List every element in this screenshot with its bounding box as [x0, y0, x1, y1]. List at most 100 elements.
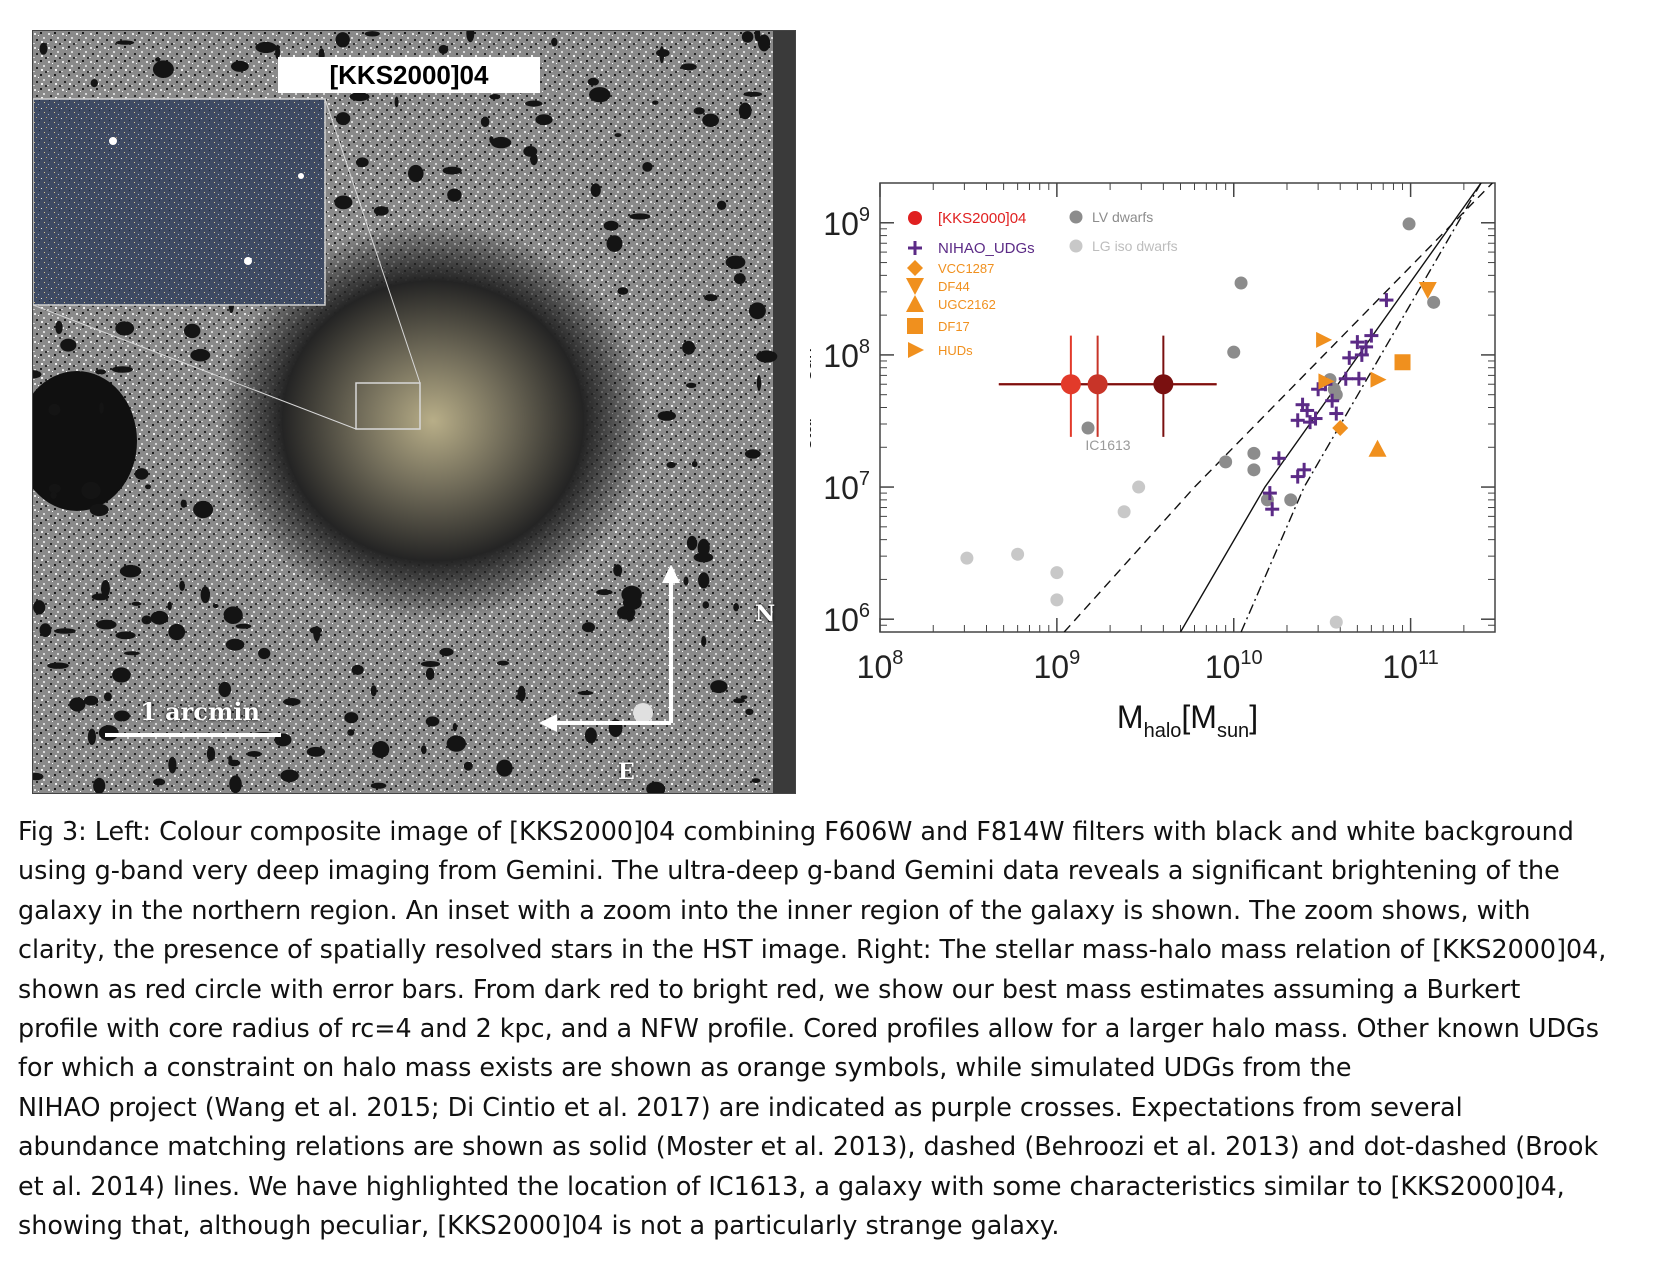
point-lg-iso-dwarfs	[1132, 480, 1146, 494]
y-axis-title: Mstar[Msun]	[810, 339, 816, 476]
point-nihao-udgs	[1329, 406, 1344, 421]
compass-east-label: E	[618, 759, 635, 785]
legend-marker	[907, 318, 923, 334]
caption-line: showing that, although peculiar, [KKS200…	[18, 1210, 1060, 1241]
x-tick-label: 108	[857, 647, 904, 685]
caption-line: galaxy in the northern region. An inset …	[18, 894, 1531, 925]
relation-line-dot-dashed	[1240, 183, 1482, 632]
point-lv-dwarfs	[1402, 217, 1416, 231]
point-huds	[1370, 371, 1387, 388]
plot-canvas: 108 109 1010 1011 106 107 108 109 Mhalo[Msun] Mst…	[810, 182, 1496, 742]
point-nihao-udgs	[1308, 411, 1323, 426]
galaxy-image-panel: [KKS2000]04 1 arcmin N E	[32, 30, 796, 794]
legend-label: DF17	[938, 319, 970, 334]
data-markers	[960, 217, 1441, 629]
legend-marker	[1069, 239, 1083, 253]
ic1613-annotation: IC1613	[1085, 437, 1130, 453]
legend-marker	[908, 342, 924, 358]
point-df44	[1418, 281, 1437, 299]
y-tick-label: 108	[823, 336, 870, 374]
legend-label: LV dwarfs	[1092, 209, 1153, 225]
point-nihao-udgs	[1290, 469, 1305, 484]
target-label: [KKS2000]04	[278, 57, 540, 93]
x-tick-label: 1010	[1205, 647, 1263, 685]
relation-lines	[1063, 183, 1493, 632]
caption-line: using g-band very deep imaging from Gemi…	[18, 855, 1560, 886]
point-kks2000-04	[1153, 374, 1174, 395]
y-tick-label: 107	[823, 468, 870, 506]
x-tick-label: 1011	[1382, 647, 1438, 685]
point-lg-iso-dwarfs	[1050, 566, 1064, 580]
legend-marker	[1069, 210, 1083, 224]
caption-line: NIHAO project (Wang et al. 2015; Di Cint…	[18, 1091, 1463, 1122]
point-nihao-udgs	[1350, 335, 1365, 350]
point-lg-iso-dwarfs	[1050, 593, 1064, 607]
point-lv-dwarfs	[1234, 276, 1248, 290]
x-tick-label: 109	[1034, 647, 1081, 685]
legend-label: NIHAO_UDGs	[938, 240, 1035, 257]
point-nihao-udgs	[1297, 462, 1312, 477]
point-nihao-udgs	[1300, 403, 1315, 418]
relation-line-solid	[1179, 183, 1482, 632]
point-huds	[1316, 331, 1333, 348]
legend-label: [KKS2000]04	[938, 210, 1026, 227]
point-nihao-udgs	[1364, 328, 1379, 343]
point-nihao-udgs	[1342, 350, 1357, 365]
stellar-halo-mass-plot: 108 109 1010 1011 106 107 108 109 Mhalo[Msun] Mst…	[810, 180, 1600, 780]
point-nihao-udgs	[1311, 382, 1326, 397]
legend-marker	[908, 211, 922, 225]
point-nihao-udgs	[1290, 413, 1305, 428]
point-lv-dwarfs	[1227, 345, 1241, 359]
point-nihao-udgs	[1262, 486, 1277, 501]
point-lv-dwarfs	[1427, 295, 1441, 309]
point-lg-iso-dwarfs	[960, 551, 974, 565]
point-nihao-udgs	[1359, 339, 1374, 354]
galaxy-image	[33, 31, 795, 793]
caption-line: abundance matching relations are shown a…	[18, 1131, 1599, 1162]
legend-label: LG iso dwarfs	[1092, 238, 1178, 254]
point-lv-dwarfs	[1284, 493, 1298, 507]
point-lv-dwarfs	[1219, 455, 1233, 469]
legend-label: DF44	[938, 279, 970, 294]
figure-caption: Fig 3: Left: Colour composite image of […	[18, 812, 1668, 1245]
point-nihao-udgs	[1265, 502, 1280, 517]
point-lv-dwarfs	[1247, 463, 1261, 477]
point-nihao-udgs	[1271, 451, 1286, 466]
point-nihao-udgs	[1379, 293, 1394, 308]
legend-label: VCC1287	[938, 261, 994, 276]
point-lg-iso-dwarfs	[1011, 547, 1025, 561]
point-nihao-udgs	[1351, 371, 1366, 386]
point-kks2000-04	[1060, 374, 1081, 395]
x-axis-title: Mhalo[Msun]	[1117, 699, 1258, 742]
y-tick-label: 106	[823, 600, 870, 638]
legend-label: UGC2162	[938, 297, 996, 312]
legend-marker	[908, 241, 922, 255]
point-lg-iso-dwarfs	[1329, 615, 1343, 629]
point-kks2000-04	[1087, 374, 1108, 395]
legend-marker	[906, 295, 924, 312]
legend: [KKS2000]04 NIHAO_UDGs VCC1287 DF44 UGC2162 D…	[906, 209, 1178, 358]
caption-line: Fig 3: Left: Colour composite image of […	[18, 816, 1574, 846]
point-lg-iso-dwarfs	[1117, 505, 1131, 519]
caption-line: clarity, the presence of spatially resol…	[18, 934, 1607, 965]
legend-marker	[906, 278, 924, 295]
point-lv-dwarfs	[1247, 446, 1261, 460]
point-nihao-udgs	[1325, 393, 1340, 408]
point-lv-dwarfs	[1081, 421, 1095, 435]
point-df17	[1394, 354, 1411, 371]
scale-bar-label: 1 arcmin	[140, 697, 260, 726]
y-tick-label: 109	[823, 204, 870, 242]
compass-north-label: N	[755, 601, 776, 627]
caption-line: et al. 2014) lines. We have highlighted …	[18, 1170, 1565, 1201]
point-huds	[1318, 373, 1335, 390]
legend-marker	[907, 260, 923, 276]
relation-line-dashed	[1063, 183, 1493, 632]
point-vcc1287	[1332, 419, 1349, 436]
legend-label: HUDs	[938, 343, 973, 358]
caption-line: shown as red circle with error bars. Fro…	[18, 973, 1521, 1004]
point-nihao-udgs	[1338, 371, 1353, 386]
point-ugc2162	[1368, 439, 1387, 457]
caption-line: profile with core radius of rc=4 and 2 k…	[18, 1013, 1599, 1044]
caption-line: for which a constraint on halo mass exis…	[18, 1052, 1352, 1083]
point-nihao-udgs	[1354, 347, 1369, 362]
